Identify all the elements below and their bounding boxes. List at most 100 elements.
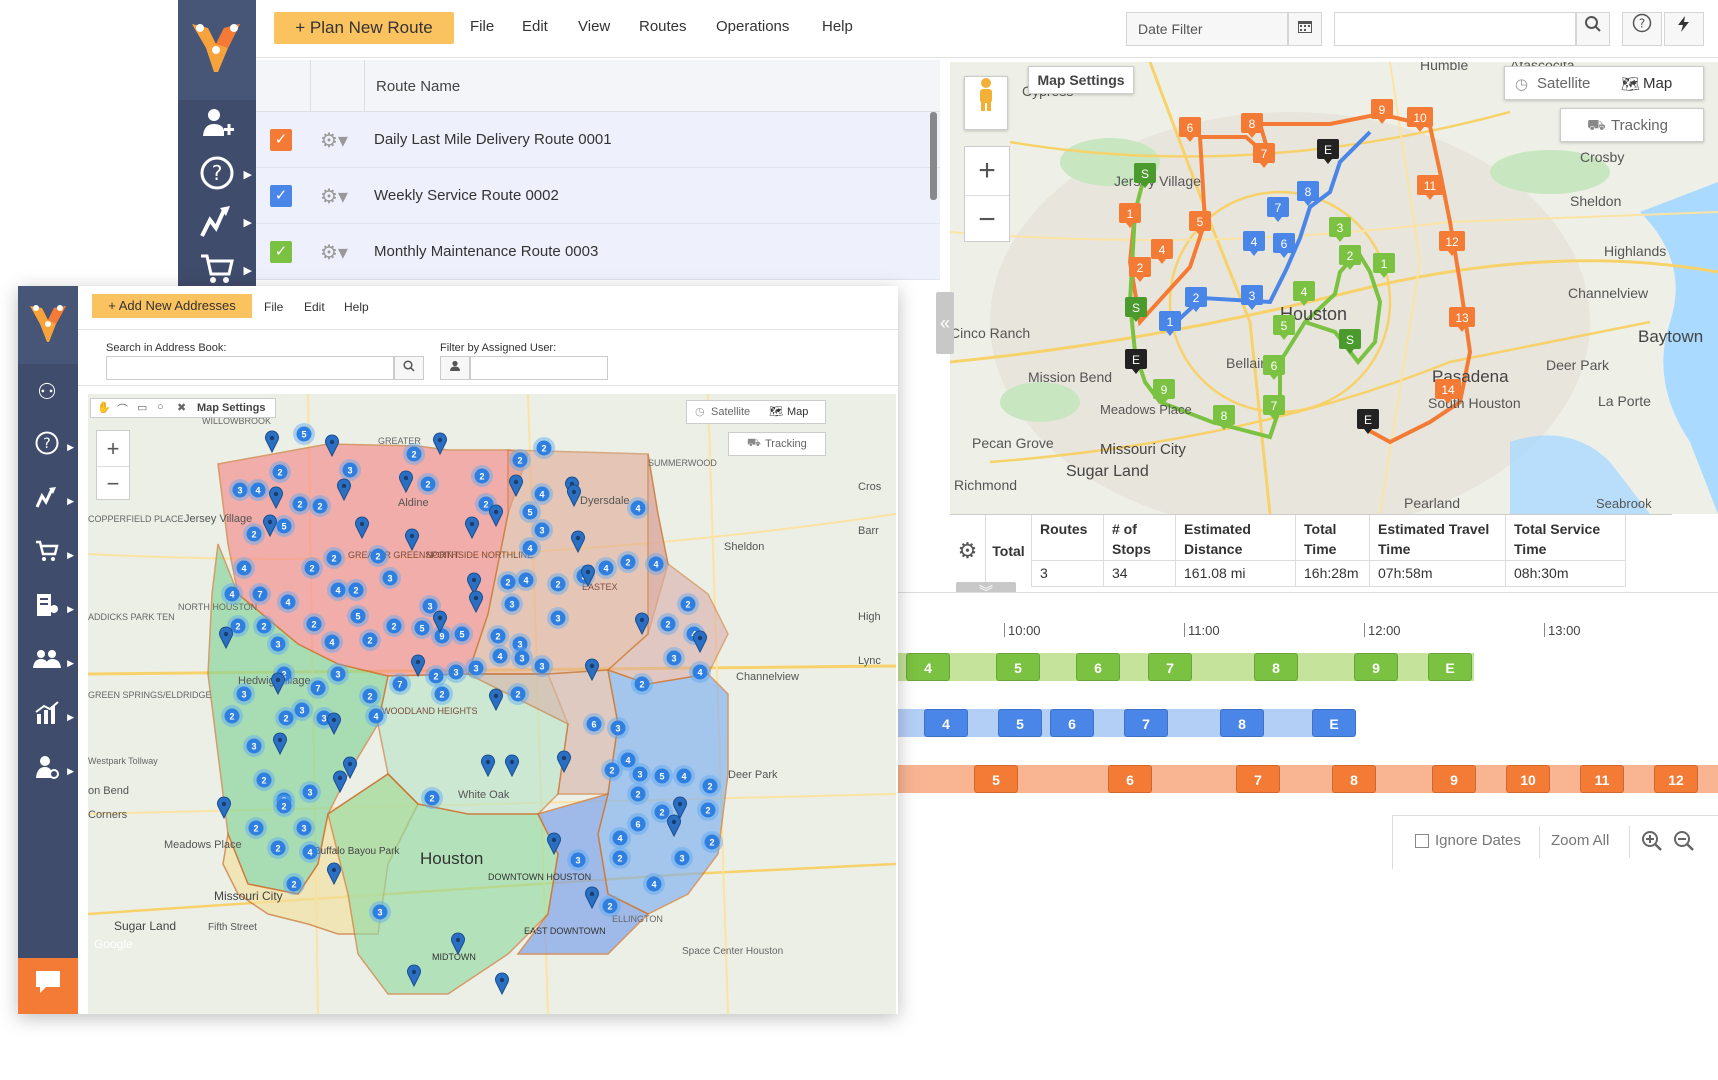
address-cluster-marker[interactable]: 6 <box>627 813 649 835</box>
address-cluster-marker[interactable]: 2 <box>651 801 673 823</box>
route-stop-marker[interactable]: 14 <box>1435 379 1461 404</box>
route-stop-marker[interactable]: 3 <box>1241 285 1263 310</box>
route-row[interactable]: ✓ ⚙▾ Monthly Maintenance Route 0003 <box>256 224 940 280</box>
route-stop-marker[interactable]: 12 <box>1439 231 1465 256</box>
address-list-icon[interactable] <box>29 592 65 624</box>
timeline-stop[interactable]: 8 <box>1254 653 1298 681</box>
gear-icon[interactable]: ⚙▾ <box>320 130 348 152</box>
route-stop-marker[interactable]: E <box>1317 139 1339 164</box>
circle-icon[interactable]: ○ <box>157 401 164 413</box>
timeline-stop[interactable]: 6 <box>1050 709 1094 737</box>
address-pin-marker[interactable] <box>327 862 341 886</box>
address-cluster-marker[interactable]: 2 <box>245 817 267 839</box>
address-pin-marker[interactable] <box>411 654 425 678</box>
route-stop-marker[interactable]: S <box>1125 297 1147 322</box>
address-pin-marker[interactable] <box>495 972 509 996</box>
help-icon[interactable]: ? <box>1622 12 1662 46</box>
address-cluster-marker[interactable]: 2 <box>507 683 529 705</box>
address-cluster-marker[interactable]: 2 <box>309 495 331 517</box>
team-icon[interactable] <box>29 646 65 678</box>
route-stop-marker[interactable]: 4 <box>1293 281 1315 306</box>
menu-help[interactable]: Help <box>344 300 369 314</box>
address-cluster-marker[interactable]: 4 <box>519 537 541 559</box>
lasso-icon[interactable]: ⌒ <box>117 404 128 416</box>
address-cluster-marker[interactable]: 5 <box>651 765 673 787</box>
address-pin-marker[interactable] <box>451 932 465 956</box>
map-button[interactable]: Map <box>787 406 809 418</box>
gear-icon[interactable]: ⚙▾ <box>320 186 348 208</box>
route-row[interactable]: ✓ ⚙▾ Daily Last Mile Delivery Route 0001 <box>256 112 940 168</box>
address-cluster-marker[interactable]: 3 <box>293 817 315 839</box>
address-pin-marker[interactable] <box>273 732 287 756</box>
address-cluster-marker[interactable]: 4 <box>321 631 343 653</box>
address-cluster-marker[interactable]: 2 <box>617 551 639 573</box>
zoom-out-button[interactable]: − <box>97 466 129 500</box>
route-stop-marker[interactable]: 2 <box>1129 257 1151 282</box>
address-cluster-marker[interactable]: 3 <box>465 657 487 679</box>
route-stop-marker[interactable]: 3 <box>1329 217 1351 242</box>
route-stop-marker[interactable]: E <box>1125 349 1147 374</box>
menu-operations[interactable]: Operations <box>716 18 790 35</box>
menu-edit[interactable]: Edit <box>522 18 548 35</box>
address-pin-marker[interactable] <box>585 658 599 682</box>
timeline-stop[interactable]: 9 <box>1354 653 1398 681</box>
address-cluster-marker[interactable]: 2 <box>359 629 381 651</box>
rectangle-icon[interactable]: ▭ <box>137 402 148 414</box>
address-cluster-marker[interactable]: 4 <box>609 827 631 849</box>
address-cluster-marker[interactable]: 2 <box>471 465 493 487</box>
address-cluster-marker[interactable]: 4 <box>247 479 269 501</box>
timeline-stop[interactable]: 10 <box>1506 765 1550 793</box>
address-cluster-marker[interactable]: 6 <box>583 713 605 735</box>
address-cluster-marker[interactable]: 4 <box>531 483 553 505</box>
timeline-stop[interactable]: 7 <box>1148 653 1192 681</box>
address-cluster-marker[interactable]: 2 <box>487 625 509 647</box>
timeline-stop[interactable]: 12 <box>1654 765 1698 793</box>
zoom-all-button[interactable]: Zoom All <box>1551 832 1610 849</box>
address-pin-marker[interactable] <box>489 504 503 528</box>
address-cluster-marker[interactable]: 2 <box>697 799 719 821</box>
route-stop-marker[interactable]: 7 <box>1253 143 1275 168</box>
address-cluster-marker[interactable]: 2 <box>289 493 311 515</box>
address-cluster-marker[interactable]: 3 <box>379 567 401 589</box>
address-cluster-marker[interactable]: 5 <box>347 605 369 627</box>
address-cluster-marker[interactable]: 2 <box>269 461 291 483</box>
address-cluster-marker[interactable]: 3 <box>233 683 255 705</box>
address-cluster-marker[interactable]: 4 <box>233 557 255 579</box>
menu-edit[interactable]: Edit <box>304 300 325 314</box>
address-cluster-marker[interactable]: 3 <box>339 459 361 481</box>
address-cluster-marker[interactable]: 3 <box>369 901 391 923</box>
map-settings-button[interactable]: Map Settings <box>197 402 266 414</box>
address-pin-marker[interactable] <box>481 754 495 778</box>
route-stop-marker[interactable]: 6 <box>1273 233 1295 258</box>
address-cluster-marker[interactable]: 3 <box>607 717 629 739</box>
user-settings-icon[interactable] <box>29 754 65 786</box>
plan-new-route-button[interactable]: + Plan New Route <box>274 12 454 44</box>
address-cluster-marker[interactable]: 2 <box>425 665 447 687</box>
cart-icon[interactable] <box>198 250 236 288</box>
address-cluster-marker[interactable]: 3 <box>445 661 467 683</box>
address-cluster-marker[interactable]: 2 <box>609 847 631 869</box>
address-cluster-marker[interactable]: 4 <box>617 749 639 771</box>
add-user-icon[interactable] <box>198 104 236 142</box>
add-new-addresses-button[interactable]: + Add New Addresses <box>92 294 252 318</box>
address-cluster-marker[interactable]: 7 <box>389 673 411 695</box>
address-cluster-marker[interactable]: 2 <box>417 473 439 495</box>
address-cluster-marker[interactable]: 2 <box>283 873 305 895</box>
address-book-map[interactable]: WILLOWBROOK GREATER Aldine Jersey Villag… <box>88 394 896 1014</box>
address-cluster-marker[interactable]: 4 <box>299 841 321 863</box>
tracking-button[interactable]: ⛟ Tracking <box>728 432 826 456</box>
address-cluster-marker[interactable]: 5 <box>411 617 433 639</box>
address-cluster-marker[interactable]: 4 <box>221 583 243 605</box>
address-pin-marker[interactable] <box>489 688 503 712</box>
address-cluster-marker[interactable]: 7 <box>307 677 329 699</box>
timeline-stop[interactable]: E <box>1312 709 1356 737</box>
timeline-stop[interactable]: 5 <box>996 653 1040 681</box>
route-name[interactable]: Monthly Maintenance Route 0003 <box>374 243 599 260</box>
search-address-book-input[interactable] <box>106 356 394 380</box>
address-cluster-marker[interactable]: 3 <box>291 699 313 721</box>
close-icon[interactable]: ✖ <box>177 402 187 414</box>
route-stop-marker[interactable]: 2 <box>1185 287 1207 312</box>
address-cluster-marker[interactable]: 4 <box>489 645 511 667</box>
lightning-icon[interactable] <box>1664 12 1704 46</box>
address-cluster-marker[interactable]: 3 <box>509 633 531 655</box>
